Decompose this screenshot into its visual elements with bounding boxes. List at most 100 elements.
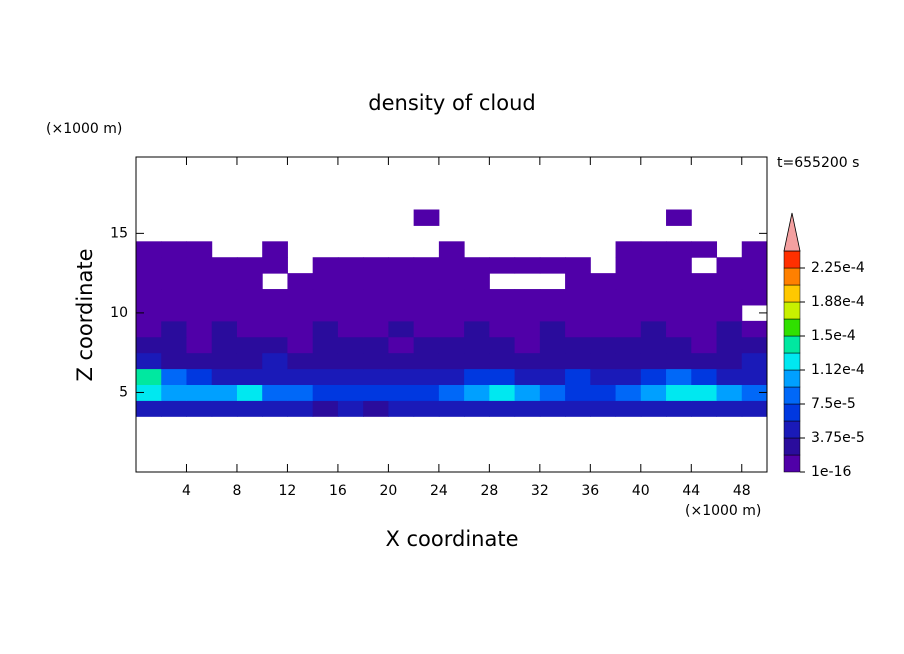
contour-cell [236,273,263,290]
contour-cell [691,384,718,401]
x-tick-label: 12 [279,483,297,499]
plot-frame [135,156,768,473]
x-tick-label: 48 [733,483,751,499]
contour-cell [363,384,389,401]
contour-cell [640,289,667,306]
contour-cell [539,304,566,322]
contour-cell [615,241,642,258]
contour-cell [287,384,314,401]
contour-cell [590,273,617,290]
contour-cell [640,241,667,258]
contour-cell [186,289,213,306]
contour-cell [438,320,465,338]
contour-cell [136,257,162,274]
x-tick-label: 32 [531,483,549,499]
contour-cell [565,273,591,290]
contour-cell [211,400,238,417]
contour-cell [211,273,238,290]
contour-cell [161,241,187,258]
contour-cell [438,304,465,322]
contour-cell [615,273,642,290]
contour-cell [312,368,339,385]
contour-cell [691,400,718,417]
contour-cell [741,400,768,417]
contour-cell [565,257,591,274]
colorbar-tick-label: 1.88e-4 [811,294,865,310]
contour-cell [413,320,440,338]
contour-cell [489,384,516,401]
contour-cell [363,304,389,322]
contour-cell [741,257,768,274]
contour-cell [413,336,440,354]
contour-cell [211,257,238,274]
contour-cell [464,257,490,274]
contour-cell [590,320,617,338]
colorbar-tick-label: 7.5e-5 [811,396,856,412]
contour-cell [161,352,187,370]
colorbar-segment [783,318,801,337]
contour-cell [161,384,187,401]
contour-cell [716,320,743,338]
contour-cell [565,289,591,306]
contour-cell [514,352,541,370]
contour-cell [413,400,440,417]
contour-cell [136,352,162,370]
contour-cell [287,368,314,385]
contour-cell [539,352,566,370]
contour-cell [438,352,465,370]
contour-cell [236,304,263,322]
colorbar-segment [783,420,801,439]
contour-cell [186,273,213,290]
contour-cell [716,336,743,354]
contour-cell [464,304,490,322]
contour-cell [640,368,667,385]
colorbar-segment [783,403,801,422]
contour-cell [716,304,743,322]
contour-cell [590,384,617,401]
colorbar-segment [783,284,801,303]
contour-cell [413,352,440,370]
contour-cell [312,384,339,401]
contour-cell [691,320,718,338]
contour-cell [565,400,591,417]
contour-cell [161,304,187,322]
contour-cell [337,336,364,354]
contour-cell [287,273,314,290]
contour-cell [388,384,415,401]
x-tick-label: 20 [379,483,397,499]
contour-cell [489,289,516,306]
contour-cell [236,336,263,354]
contour-cell [716,384,743,401]
contour-cell [565,368,591,385]
contour-cell [539,400,566,417]
contour-cell [438,368,465,385]
contour-cell [741,384,768,401]
contour-cell [211,289,238,306]
colorbar-tick-label: 1.12e-4 [811,362,865,378]
contour-cell [464,289,490,306]
contour-cell [464,320,490,338]
contour-cell [565,320,591,338]
contour-cell [186,352,213,370]
contour-cell [741,336,768,354]
contour-cell [287,352,314,370]
contour-cell [489,368,516,385]
x-tick-label: 24 [430,483,448,499]
contour-cell [716,273,743,290]
contour-cell [236,368,263,385]
contour-cell [489,320,516,338]
contour-cell [388,368,415,385]
contour-cell [363,352,389,370]
contour-cell [211,304,238,322]
colorbar-segment [783,369,801,388]
contour-cell [337,352,364,370]
contour-cell [489,400,516,417]
contour-cell [514,320,541,338]
colorbar-segment [783,454,801,473]
contour-cell [565,352,591,370]
contour-cell [539,257,566,274]
contour-cell [186,304,213,322]
contour-cell [337,320,364,338]
contour-cell [211,352,238,370]
contour-cell [211,320,238,338]
